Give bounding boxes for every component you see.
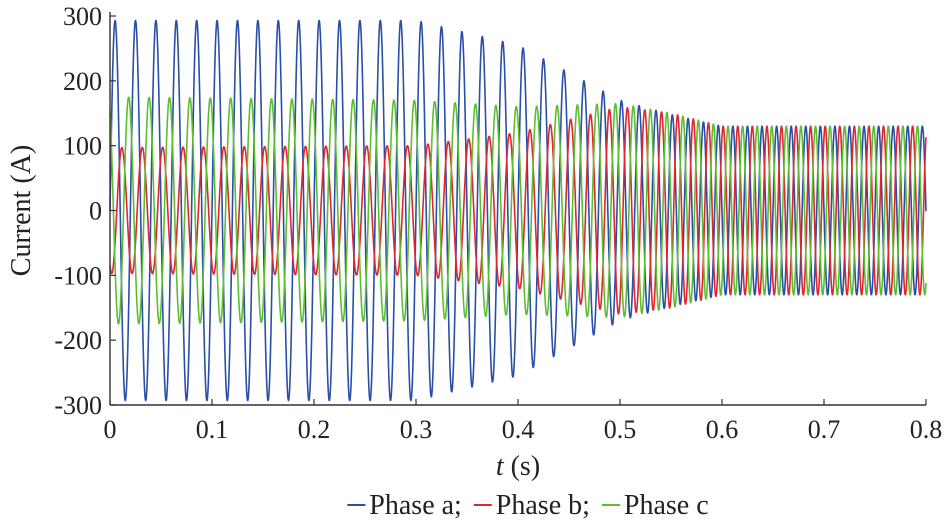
legend-item: Phase c <box>601 490 709 521</box>
x-tick-label: 0.1 <box>196 415 229 444</box>
plot-area <box>109 19 927 402</box>
y-tick-label: -100 <box>54 261 102 290</box>
legend: Phase a; Phase b; Phase c <box>347 490 709 521</box>
series-line-phase-b <box>109 106 927 315</box>
x-tick-label: 0.4 <box>502 415 535 444</box>
x-tick-label: 0.2 <box>298 415 331 444</box>
x-tick-label: 0.7 <box>808 415 841 444</box>
x-axis-label: t (s) <box>496 451 540 482</box>
legend-label: Phase a; <box>369 490 462 521</box>
y-tick-label: 200 <box>63 67 102 96</box>
y-tick-label: 100 <box>63 132 102 161</box>
series-line-phase-a <box>109 19 927 402</box>
y-tick-label: 300 <box>63 2 102 31</box>
x-tick-label: 0 <box>104 415 117 444</box>
y-tick-label: 0 <box>89 197 102 226</box>
series-lines <box>109 19 927 402</box>
y-tick-label: -200 <box>54 326 102 355</box>
legend-item: Phase b; <box>473 490 590 521</box>
y-tick-label: -300 <box>54 391 102 420</box>
legend-label: Phase b; <box>496 490 590 521</box>
x-tick-label: 0.3 <box>400 415 433 444</box>
legend-item: Phase a; <box>347 490 462 521</box>
legend-label: Phase c <box>624 490 709 521</box>
series-line-phase-c <box>109 96 927 325</box>
x-axis-label-unit: (s) <box>511 451 541 482</box>
x-tick-label: 0.5 <box>604 415 637 444</box>
x-tick-label: 0.6 <box>706 415 739 444</box>
y-axis-label: Current (A) <box>6 145 37 276</box>
x-axis-label-variable: t <box>496 451 505 482</box>
x-tick-label: 0.8 <box>910 415 943 444</box>
